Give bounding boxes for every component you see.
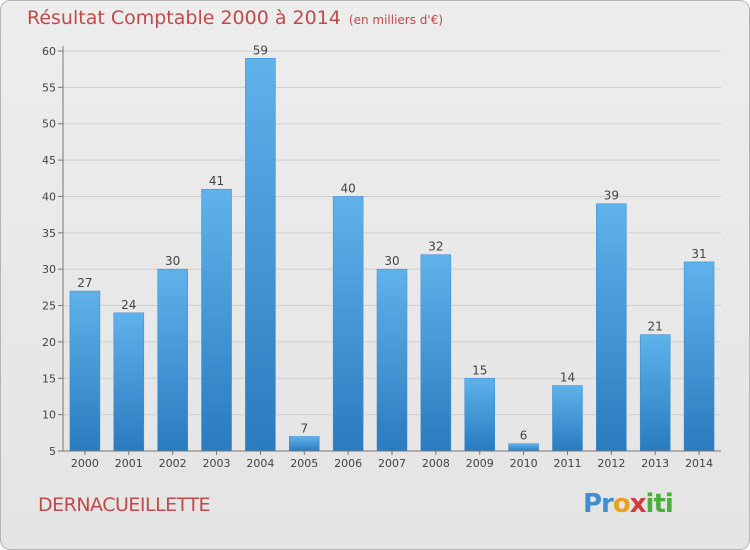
y-tick-label: 5 [49, 445, 56, 458]
logo-letters-iti: iti [645, 489, 674, 519]
value-label-2007: 30 [384, 254, 399, 268]
y-tick-label: 60 [42, 45, 56, 58]
bar-2003 [201, 188, 232, 452]
value-label-2003: 41 [209, 174, 224, 188]
y-tick-label: 20 [42, 336, 56, 349]
logo-letters-pr: Pr [583, 489, 614, 519]
x-tick-label-2007: 2007 [378, 457, 406, 470]
bar-2007 [376, 268, 408, 452]
value-label-2005: 7 [300, 421, 308, 435]
bar-2005 [289, 436, 320, 452]
bar-2009 [464, 378, 495, 452]
x-tick-label-2001: 2001 [115, 457, 143, 470]
bar-2012 [596, 203, 627, 452]
commune-name: DERNACUEILLETTE [38, 494, 211, 516]
bar-2013 [639, 334, 671, 452]
chart-title-text: Résultat Comptable 2000 à 2014 [27, 7, 341, 29]
bar-2014 [683, 261, 715, 452]
value-label-2012: 39 [604, 189, 619, 203]
x-tick-label-2011: 2011 [553, 457, 581, 470]
bar-2008 [420, 254, 452, 452]
bar-2006 [332, 196, 364, 452]
x-tick-label-2014: 2014 [685, 457, 713, 470]
x-tick-label-2005: 2005 [290, 457, 318, 470]
logo-letter-x: x [629, 489, 647, 519]
bar-2001 [113, 312, 145, 452]
x-tick-label-2006: 2006 [334, 457, 362, 470]
y-tick-label: 15 [42, 372, 56, 385]
unit-note: (en milliers d'€) [348, 13, 444, 27]
proxiti-logo: Proxiti [583, 489, 674, 519]
y-tick-label: 30 [42, 263, 56, 276]
logo-letter-o: o [612, 489, 631, 519]
value-label-2008: 32 [428, 240, 443, 254]
axes: 5 10 15 20 25 30 35 40 45 50 55 60 2000 2001 2002 2003 2… [42, 45, 721, 470]
bar-2004 [245, 58, 276, 452]
value-label-2011: 14 [560, 371, 575, 385]
x-tick-label-2009: 2009 [466, 457, 494, 470]
bar-2010 [508, 443, 539, 452]
y-tick-label: 25 [42, 300, 56, 313]
value-label-2010: 6 [520, 429, 528, 443]
value-label-2009: 15 [472, 363, 487, 377]
value-label-2006: 40 [340, 181, 355, 195]
y-tick-label: 40 [42, 190, 56, 203]
y-tick-label: 55 [42, 81, 56, 94]
bars: 27 24 30 41 59 7 40 30 32 15 6 14 39 21 31 [69, 43, 715, 452]
y-tick-label: 50 [42, 118, 56, 131]
bar-2002 [157, 268, 188, 452]
x-tick-label-2012: 2012 [597, 457, 625, 470]
x-tick-label-2010: 2010 [510, 457, 538, 470]
x-tick-label-2002: 2002 [159, 457, 187, 470]
value-label-2014: 31 [691, 247, 706, 261]
bar-2011 [552, 385, 583, 452]
x-tick-label-2013: 2013 [641, 457, 669, 470]
y-tick-label: 35 [42, 227, 56, 240]
x-tick-label-2003: 2003 [203, 457, 231, 470]
y-tick-label: 45 [42, 154, 56, 167]
y-tick-label: 10 [42, 409, 56, 422]
bar-2000 [69, 290, 101, 452]
chart-title: Résultat Comptable 2000 à 2014 (en millie… [27, 7, 443, 29]
x-tick-label-2004: 2004 [246, 457, 274, 470]
value-label-2002: 30 [165, 254, 180, 268]
x-tick-label-2000: 2000 [71, 457, 99, 470]
value-label-2004: 59 [253, 43, 268, 57]
value-label-2013: 21 [648, 320, 663, 334]
value-label-2000: 27 [77, 276, 92, 290]
value-label-2001: 24 [121, 298, 136, 312]
x-tick-label-2008: 2008 [422, 457, 450, 470]
